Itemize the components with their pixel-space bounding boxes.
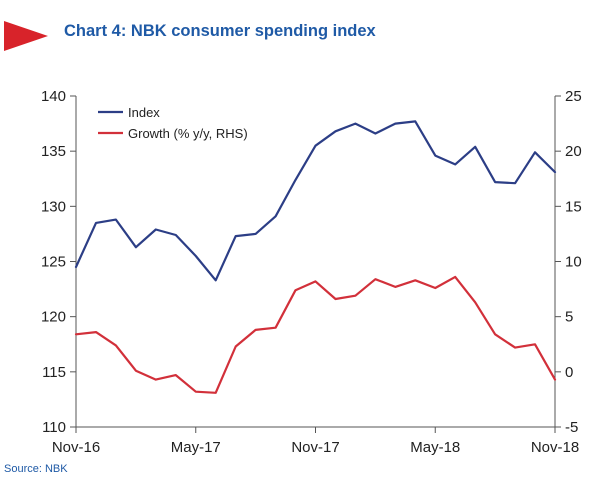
legend-index-label: Index: [128, 105, 160, 120]
y-left-tick-label: 140: [41, 88, 66, 105]
x-tick-label: May-17: [171, 439, 221, 456]
y-right-tick-label: 15: [565, 198, 582, 215]
y-right-tick-label: 5: [565, 309, 573, 326]
title-marker-icon: [4, 21, 48, 51]
source-note: Source: NBK: [4, 463, 68, 475]
y-left-tick-label: 110: [42, 419, 66, 436]
chart-title: Chart 4: NBK consumer spending index: [64, 22, 376, 40]
x-tick-label: May-18: [410, 439, 460, 456]
x-tick-label: Nov-18: [531, 439, 579, 456]
y-left-tick-label: 130: [41, 198, 66, 215]
y-left-tick-label: 125: [41, 254, 66, 271]
legend-growth-label: Growth (% y/y, RHS): [128, 126, 248, 141]
y-right-tick-label: 10: [565, 254, 582, 271]
x-tick-label: Nov-17: [291, 439, 339, 456]
y-right-tick-label: 0: [565, 364, 573, 381]
y-right-tick-label: 20: [565, 143, 582, 160]
index-series-line: [74, 120, 557, 282]
growth-series-line: [74, 275, 557, 394]
y-right-tick-label: 25: [565, 88, 582, 105]
y-left-tick-label: 120: [41, 309, 66, 326]
y-right-tick-label: -5: [565, 419, 578, 436]
x-tick-label: Nov-16: [52, 439, 100, 456]
y-left-tick-label: 135: [41, 143, 66, 160]
y-left-tick-label: 115: [42, 364, 66, 381]
